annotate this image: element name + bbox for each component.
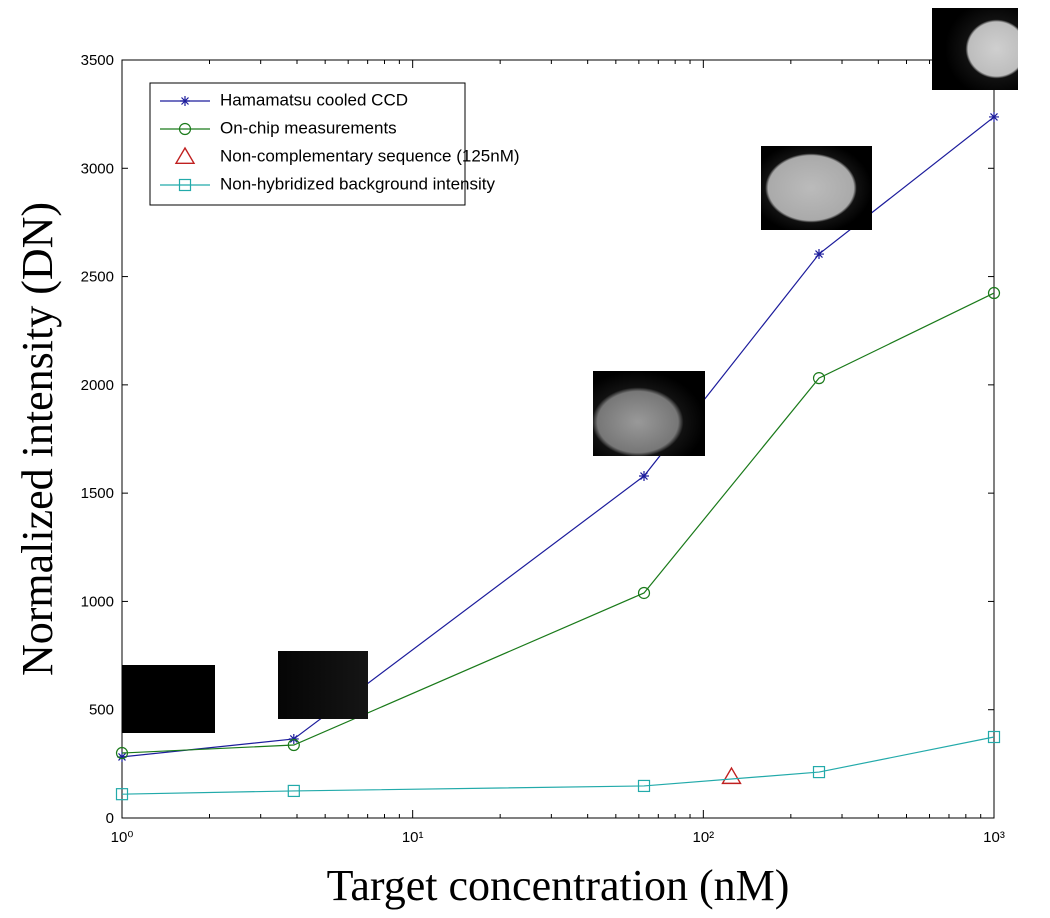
x-tick-label: 10¹	[402, 829, 424, 846]
legend-marker	[178, 178, 192, 192]
marker	[814, 249, 825, 260]
marker	[812, 765, 826, 779]
legend: Hamamatsu cooled CCD On-chip measurements…	[160, 90, 520, 193]
legend-marker	[178, 122, 192, 136]
y-tick-label: 1000	[81, 593, 114, 610]
series-line	[121, 736, 995, 795]
marker	[812, 372, 826, 385]
inset-image	[932, 8, 1018, 90]
x-tick-label: 10³	[983, 829, 1005, 846]
legend-marker	[174, 146, 196, 164]
y-tick-label: 1500	[81, 485, 114, 502]
inset-image	[122, 665, 215, 733]
y-tick-label: 2000	[81, 377, 114, 394]
legend-label: On-chip measurements	[220, 118, 397, 137]
marker	[639, 471, 650, 482]
marker	[989, 111, 999, 122]
marker	[287, 738, 300, 752]
marker	[115, 746, 129, 760]
y-tick-label: 3000	[81, 160, 114, 177]
marker	[115, 788, 129, 801]
y-tick-label: 3500	[81, 52, 114, 69]
x-tick-label: 10⁰	[111, 829, 134, 846]
marker	[987, 730, 1001, 744]
series-line	[121, 292, 995, 754]
marker	[287, 784, 300, 798]
y-tick-label: 500	[89, 702, 114, 719]
legend-label: Hamamatsu cooled CCD	[220, 90, 408, 109]
inset-images	[122, 8, 1018, 733]
x-axis-label: Target concentration (nM)	[327, 861, 790, 910]
marker	[721, 766, 742, 785]
legend-label: Non-hybridized background intensity	[220, 174, 495, 193]
inset-image	[278, 651, 368, 719]
legend-label: Non-complementary sequence (125nM)	[220, 146, 520, 165]
inset-image	[593, 371, 705, 456]
marker	[117, 751, 127, 762]
marker	[987, 286, 1001, 300]
inset-image	[761, 146, 872, 230]
y-tick-label: 0	[106, 810, 114, 827]
y-axis-label: Normalized intensity (DN)	[13, 202, 62, 676]
x-tick-label: 10²	[692, 829, 714, 846]
marker	[637, 586, 651, 600]
marker	[637, 779, 651, 793]
legend-marker	[180, 96, 190, 106]
y-tick-label: 2500	[81, 269, 114, 286]
